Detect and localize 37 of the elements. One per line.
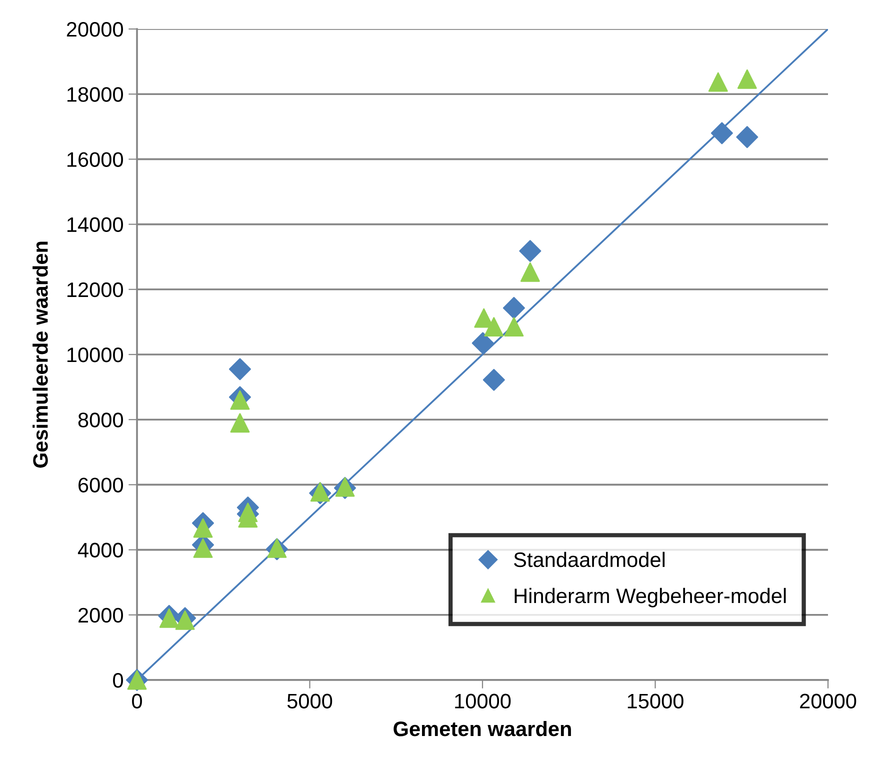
point xyxy=(484,317,504,337)
legend-label: Hinderarm Wegbeheer-model xyxy=(514,588,786,608)
y-tick-label: 14000 xyxy=(67,217,123,232)
point xyxy=(193,538,213,558)
point xyxy=(710,122,733,144)
point xyxy=(230,413,250,433)
legend-label: Standaardmodel xyxy=(514,552,665,568)
point xyxy=(159,608,179,628)
y-tick-label: 6000 xyxy=(78,478,123,492)
y-tick-label: 10000 xyxy=(67,348,123,362)
x-tick-label: 0 xyxy=(132,694,142,708)
point xyxy=(737,69,757,89)
y-tick-label: 8000 xyxy=(78,412,123,428)
x-tick-label: 20000 xyxy=(800,694,856,708)
x-tick-label: 10000 xyxy=(455,694,511,708)
point xyxy=(520,262,540,282)
y-tick-label: 16000 xyxy=(67,152,123,167)
point xyxy=(736,126,758,148)
point xyxy=(230,390,250,410)
point xyxy=(708,72,728,92)
x-tick-label: 5000 xyxy=(287,694,332,708)
y-tick-label: 0 xyxy=(113,673,123,688)
point xyxy=(472,332,494,354)
y-tick-label: 20000 xyxy=(66,22,123,37)
y-tick-label: 12000 xyxy=(67,282,123,298)
x-axis-title: Gemeten waarden xyxy=(394,720,571,736)
point xyxy=(482,368,505,391)
point xyxy=(519,240,542,262)
point xyxy=(228,358,251,380)
y-tick-label: 18000 xyxy=(67,87,123,102)
point xyxy=(504,317,524,337)
x-tick-label: 15000 xyxy=(628,694,684,708)
point xyxy=(193,518,213,538)
point xyxy=(502,296,525,319)
y-tick-label: 2000 xyxy=(78,608,123,623)
y-tick-label: 4000 xyxy=(78,542,123,558)
y-axis-title: Gesimuleerde waarden xyxy=(32,242,48,468)
